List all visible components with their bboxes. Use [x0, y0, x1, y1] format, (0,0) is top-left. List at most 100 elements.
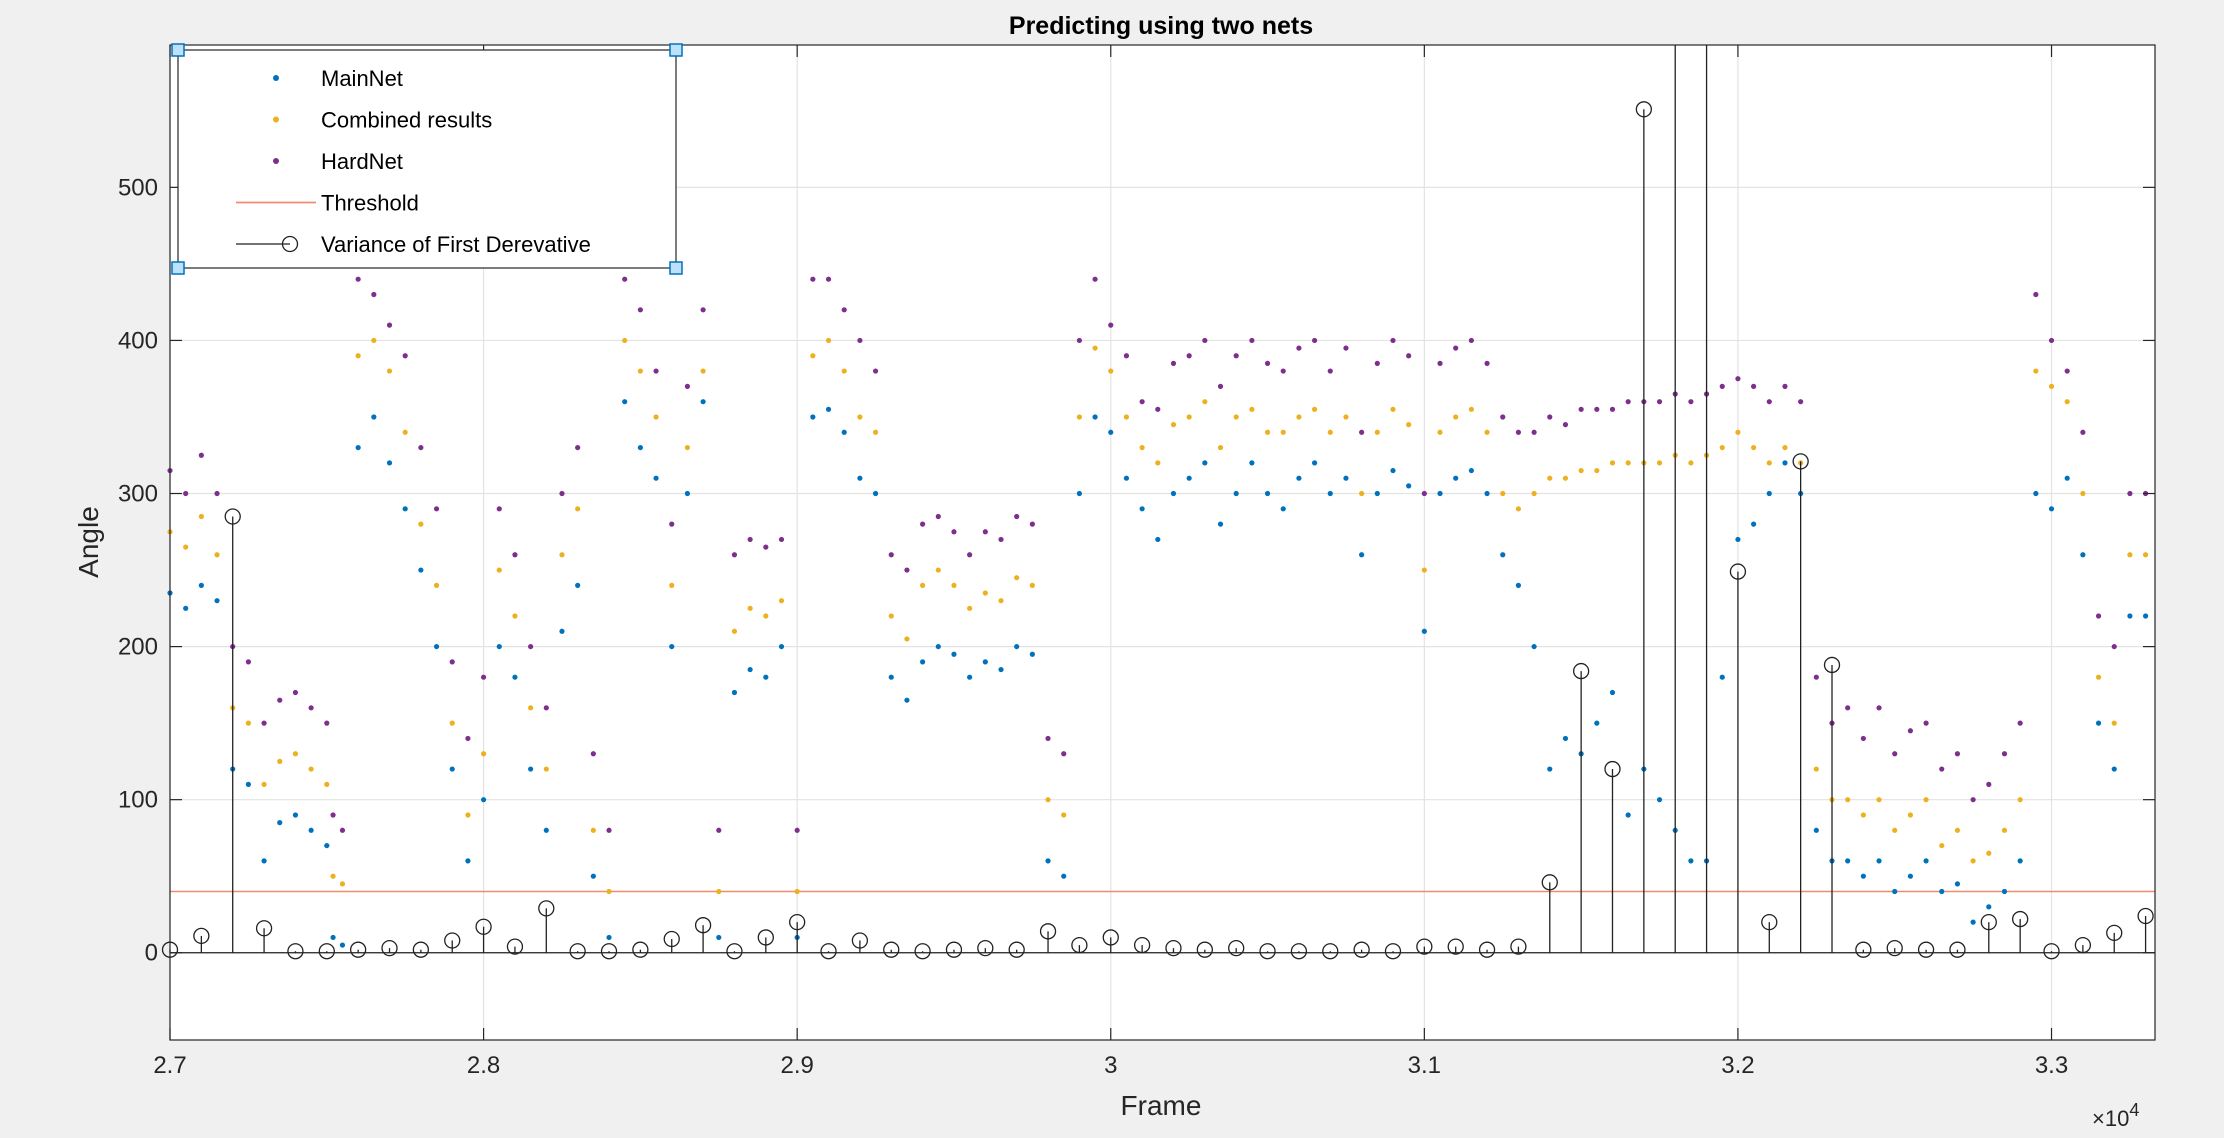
series-1-point-109 — [1860, 812, 1866, 818]
stem-marker-51 — [1761, 913, 1778, 931]
series-2-point-94 — [1625, 399, 1631, 405]
series-0-point-9 — [308, 827, 314, 833]
series-2-point-113 — [1923, 720, 1929, 726]
legend-marker-1 — [273, 116, 279, 123]
series-1-point-87 — [1515, 506, 1522, 512]
series-1-point-34 — [684, 444, 691, 451]
series-0-point-89 — [1547, 766, 1553, 772]
series-1-point-2 — [198, 513, 204, 520]
stem-marker-38 — [1353, 941, 1370, 958]
series-1-point-104 — [1782, 444, 1788, 451]
series-2-point-65 — [1170, 360, 1177, 366]
series-0-point-43 — [825, 406, 832, 412]
series-2-point-43 — [825, 276, 832, 282]
stem-marker-20 — [789, 913, 806, 931]
series-1-point-19 — [449, 720, 455, 726]
legend-entry-0[interactable]: MainNet — [273, 66, 403, 91]
series-2-point-74 — [1311, 337, 1318, 344]
series-1-point-42 — [810, 353, 816, 359]
legend-handle-bottom-left[interactable] — [171, 261, 185, 275]
stem-marker-11 — [506, 938, 524, 955]
legend-entry-1[interactable]: Combined results — [273, 108, 492, 133]
series-2-point-59 — [1076, 337, 1082, 344]
legend-entry-4[interactable]: Variance of First Derevative — [236, 232, 591, 257]
series-2-point-77 — [1359, 429, 1365, 435]
series-1-point-14 — [371, 337, 377, 344]
series-1-point-93 — [1609, 460, 1616, 466]
series-2-point-51 — [951, 529, 957, 535]
series-0-point-49 — [920, 659, 926, 665]
series-2-point-83 — [1453, 345, 1459, 351]
series-2-point-81 — [1421, 490, 1427, 497]
series-1-point-3 — [214, 552, 220, 558]
series-1-point-9 — [308, 766, 314, 772]
stem-marker-59 — [2012, 910, 2029, 928]
series-0-point-16 — [402, 506, 408, 512]
series-1-point-53 — [982, 590, 988, 596]
legend-label-3: Threshold — [321, 191, 419, 216]
series-2-point-14 — [371, 291, 377, 298]
stem-marker-3 — [255, 920, 273, 937]
y-tick-label-2: 200 — [118, 634, 158, 661]
series-1-point-83 — [1453, 414, 1459, 420]
series-1-point-37 — [731, 628, 738, 634]
series-0-point-86 — [1500, 552, 1506, 558]
series-0-point-26 — [559, 628, 565, 634]
series-0-point-55 — [1014, 643, 1020, 650]
series-2-point-13 — [355, 276, 361, 282]
series-1 — [167, 337, 2149, 895]
series-1-point-7 — [277, 758, 283, 765]
legend-handle-top-right[interactable] — [669, 43, 683, 57]
series-0-point-34 — [684, 490, 691, 497]
stem-marker-9 — [444, 932, 461, 949]
series-2-point-76 — [1343, 345, 1349, 351]
series-0-point-58 — [1061, 873, 1067, 879]
stem-marker-4 — [287, 943, 304, 960]
series-0-point-18 — [433, 643, 440, 650]
series-0-point-62 — [1123, 475, 1130, 481]
series-1-point-127 — [2142, 552, 2149, 558]
series-1-point-59 — [1076, 414, 1082, 420]
legend-entry-3[interactable]: Threshold — [236, 191, 419, 216]
legend-handle-top-left[interactable] — [171, 43, 185, 57]
series-1-point-112 — [1907, 812, 1914, 818]
series-2-point-29 — [606, 827, 612, 833]
series-1-point-84 — [1468, 406, 1474, 412]
series-0-point-66 — [1186, 475, 1192, 481]
legend-box[interactable] — [177, 49, 677, 269]
legend-handle-bottom-right[interactable] — [669, 261, 683, 275]
stem-marker-58 — [1980, 913, 1997, 931]
series-1-point-43 — [825, 337, 832, 344]
series-0-point-124 — [2095, 720, 2102, 726]
series-2-point-124 — [2095, 613, 2102, 619]
series-0-point-39 — [763, 674, 769, 680]
y-axis-label: Angle — [73, 506, 104, 578]
series-2-point-45 — [857, 337, 863, 344]
series-0-point-127 — [2142, 613, 2149, 619]
stem-marker-37 — [1322, 943, 1339, 960]
x-tick-label-2: 2.9 — [780, 1052, 813, 1079]
legend-marker-0 — [273, 75, 279, 81]
series-2-point-62 — [1123, 353, 1130, 359]
series-0-point-52 — [967, 674, 973, 680]
series-2-point-34 — [684, 383, 691, 389]
series-1-point-50 — [935, 567, 941, 573]
stem-marker-23 — [883, 941, 900, 958]
legend-label-1: Combined results — [321, 108, 492, 133]
series-2-point-121 — [2048, 337, 2055, 344]
series-1-point-73 — [1296, 414, 1302, 420]
series-2-point-33 — [669, 521, 675, 527]
series-1-point-17 — [418, 521, 424, 527]
series-2-point-27 — [575, 444, 581, 451]
legend[interactable]: MainNet Combined results HardNet Threshold V… — [171, 43, 683, 275]
legend-entry-2[interactable]: HardNet — [273, 149, 403, 174]
series-1-point-80 — [1406, 422, 1412, 428]
x-axis-exponent: ×104 — [2092, 1100, 2139, 1131]
series-0-point-85 — [1484, 490, 1490, 497]
series-2-point-109 — [1860, 735, 1866, 742]
legend-label-0: MainNet — [321, 66, 403, 91]
series-0-point-53 — [982, 659, 988, 665]
series-1-point-100 — [1719, 444, 1725, 451]
series-2-point-84 — [1468, 337, 1474, 344]
